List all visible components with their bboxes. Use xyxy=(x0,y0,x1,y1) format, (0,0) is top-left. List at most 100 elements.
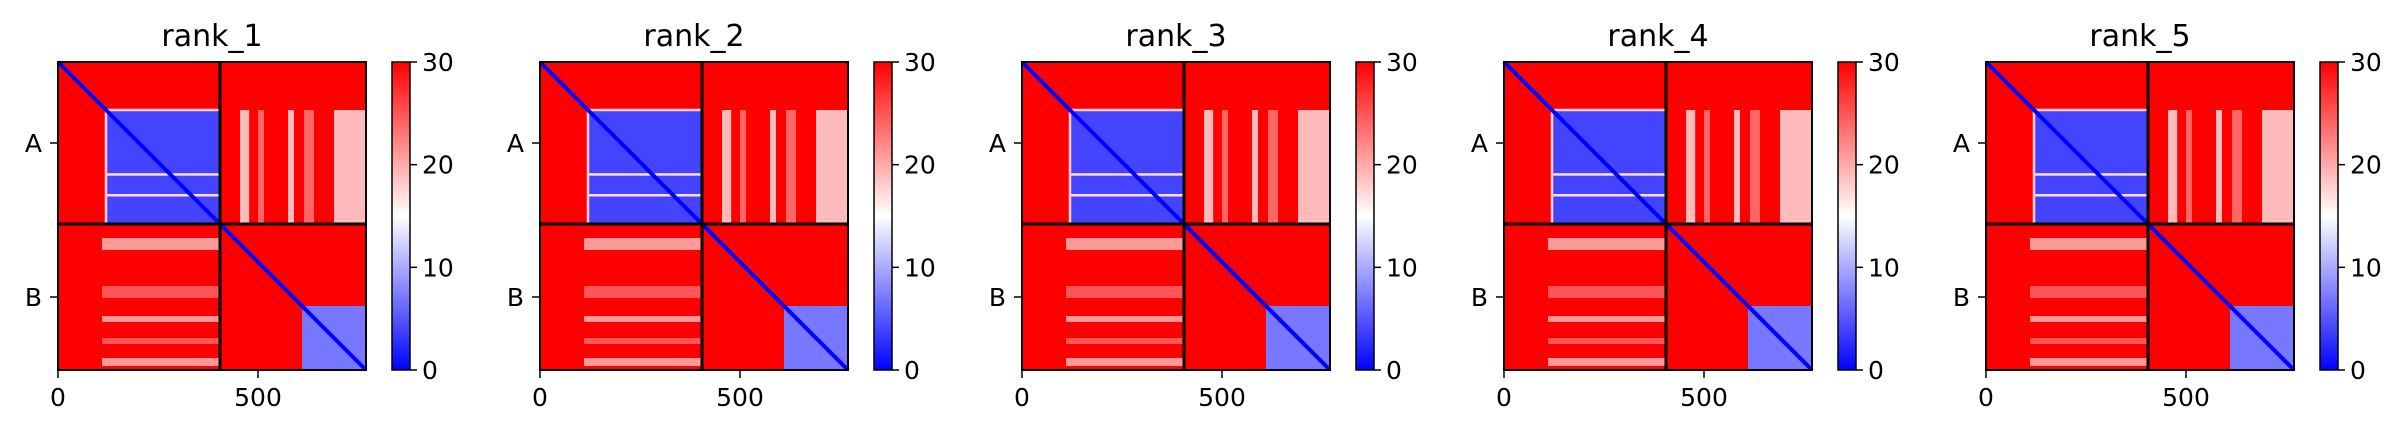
heatmap-band xyxy=(2030,338,2148,344)
chain-label: B xyxy=(25,283,42,312)
x-tick-label: 500 xyxy=(234,383,282,412)
heatmap-band xyxy=(1548,286,1666,298)
heatmap-stripe xyxy=(1298,110,1330,224)
heatmap-stripe xyxy=(240,110,250,224)
x-tick-label: 500 xyxy=(1198,383,1246,412)
chain-label: B xyxy=(507,283,524,312)
panel-title: rank_3 xyxy=(1125,19,1226,54)
heatmap-domain-edge xyxy=(588,194,702,197)
heatmap-band xyxy=(2030,358,2148,366)
x-tick-label: 0 xyxy=(1978,383,1994,412)
heatmap-band xyxy=(2030,286,2148,298)
pae-panel: rank_4 0 500 A B 0 10 20 30 xyxy=(1471,19,1900,412)
heatmap-band xyxy=(102,286,220,298)
colorbar-tick-label: 0 xyxy=(2350,356,2366,385)
colorbar xyxy=(873,61,893,371)
heatmap-stripe xyxy=(1268,110,1278,224)
heatmap-band xyxy=(1066,286,1184,298)
colorbar-tick-label: 30 xyxy=(904,48,936,77)
x-tick-label: 0 xyxy=(1496,383,1512,412)
heatmap-domain-edge xyxy=(1070,194,1184,197)
heatmap-stripe xyxy=(1704,110,1710,224)
panel-title: rank_5 xyxy=(2089,19,2190,54)
colorbar-tick-label: 10 xyxy=(422,253,454,282)
colorbar xyxy=(1355,61,1375,371)
heatmap-band xyxy=(1066,358,1184,366)
chain-label: A xyxy=(25,129,42,158)
heatmap-stripe xyxy=(2232,110,2242,224)
chain-label: B xyxy=(989,283,1006,312)
heatmap-band xyxy=(584,338,702,344)
colorbar-tick-label: 20 xyxy=(2350,151,2382,180)
colorbar-tick-label: 0 xyxy=(1386,356,1402,385)
heatmap-domain-edge xyxy=(106,173,220,176)
heatmap xyxy=(1502,60,1814,372)
heatmap-stripe xyxy=(1780,110,1812,224)
colorbar-tick-label: 30 xyxy=(2350,48,2382,77)
colorbar-tick-label: 30 xyxy=(1868,48,1900,77)
heatmap-stripe xyxy=(288,110,294,224)
pae-panel: rank_3 0 500 A B 0 10 20 30 xyxy=(989,19,1418,412)
pae-panel: rank_5 0 500 A B 0 10 20 30 xyxy=(1953,19,2382,412)
heatmap-band xyxy=(2030,316,2148,322)
heatmap-band xyxy=(102,238,220,250)
colorbar xyxy=(1837,61,1857,371)
heatmap-domain-edge xyxy=(106,194,220,197)
chain-label: B xyxy=(1953,283,1970,312)
colorbar-tick-label: 10 xyxy=(904,253,936,282)
heatmap-stripe xyxy=(258,110,264,224)
x-tick-label: 0 xyxy=(1014,383,1030,412)
heatmap-stripe xyxy=(2168,110,2178,224)
heatmap-domain-edge xyxy=(1070,173,1184,176)
heatmap-stripe xyxy=(1750,110,1760,224)
heatmap-band xyxy=(102,338,220,344)
colorbar-tick-label: 0 xyxy=(904,356,920,385)
heatmap-band xyxy=(1548,338,1666,344)
colorbar xyxy=(391,61,411,371)
colorbar-tick-label: 10 xyxy=(1868,253,1900,282)
heatmap-diagonal xyxy=(1502,60,1814,372)
panel-title: rank_1 xyxy=(161,19,262,54)
heatmap-domain-edge xyxy=(1552,194,1666,197)
heatmap-band xyxy=(1548,358,1666,366)
heatmap-band xyxy=(1548,316,1666,322)
heatmap-band xyxy=(584,316,702,322)
heatmap-stripe xyxy=(1734,110,1740,224)
heatmap-stripe xyxy=(1252,110,1258,224)
heatmap-frame xyxy=(1985,61,2295,371)
heatmap-stripe xyxy=(1686,110,1696,224)
heatmap-frame xyxy=(1021,61,1331,371)
colorbar-tick-label: 20 xyxy=(904,151,936,180)
heatmap-stripe xyxy=(722,110,732,224)
colorbar-tick-label: 30 xyxy=(1386,48,1418,77)
heatmap-stripe xyxy=(2262,110,2294,224)
heatmap xyxy=(1020,60,1332,372)
heatmap-frame xyxy=(539,61,849,371)
heatmap xyxy=(56,60,368,372)
heatmap-frame xyxy=(1503,61,1813,371)
x-tick-label: 0 xyxy=(532,383,548,412)
colorbar-tick-label: 10 xyxy=(1386,253,1418,282)
heatmap-stripe xyxy=(334,110,366,224)
colorbar-tick-label: 30 xyxy=(422,48,454,77)
chain-label: A xyxy=(1471,129,1488,158)
heatmap-stripe xyxy=(740,110,746,224)
colorbar xyxy=(2319,61,2339,371)
heatmap-band xyxy=(584,358,702,366)
chain-label: A xyxy=(989,129,1006,158)
heatmap-stripe xyxy=(2216,110,2222,224)
panel-title: rank_2 xyxy=(643,19,744,54)
chain-label: A xyxy=(1953,129,1970,158)
colorbar-tick-label: 0 xyxy=(1868,356,1884,385)
heatmap-domain-edge xyxy=(588,173,702,176)
heatmap-stripe xyxy=(1204,110,1214,224)
colorbar-tick-label: 20 xyxy=(1868,151,1900,180)
heatmap-stripe xyxy=(786,110,796,224)
heatmap-band xyxy=(1066,238,1184,250)
x-tick-label: 500 xyxy=(1680,383,1728,412)
heatmap-domain-edge xyxy=(2034,173,2148,176)
pae-panel: rank_1 0 500 A B 0 10 20 30 xyxy=(25,19,454,412)
colorbar-tick-label: 20 xyxy=(1386,151,1418,180)
heatmap-band xyxy=(2030,238,2148,250)
